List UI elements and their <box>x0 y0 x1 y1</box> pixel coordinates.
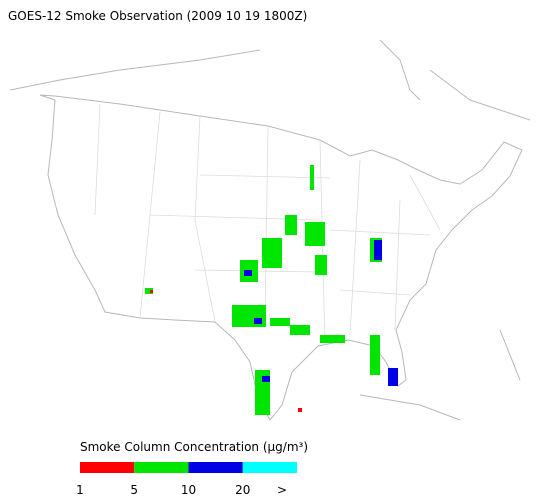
smoke-patch <box>150 290 153 293</box>
base-map <box>9 39 531 421</box>
legend: 1 5 10 20 > <box>76 462 297 497</box>
smoke-patch <box>262 376 270 382</box>
smoke-patch <box>388 368 398 386</box>
legend-swatch <box>80 462 135 473</box>
smoke-patch <box>305 222 325 246</box>
legend-swatch <box>134 462 189 473</box>
smoke-patch <box>290 325 310 335</box>
legend-swatch <box>242 462 297 473</box>
map-title: GOES-12 Smoke Observation (2009 10 19 18… <box>8 9 307 23</box>
legend-tick-label: 5 <box>130 483 138 497</box>
smoke-patch <box>145 288 153 294</box>
legend-tick-label: 10 <box>181 483 196 497</box>
smoke-patch <box>310 165 314 190</box>
smoke-patch <box>262 238 282 268</box>
smoke-patch <box>320 335 345 343</box>
smoke-patch <box>374 240 382 260</box>
smoke-patch <box>298 408 302 412</box>
smoke-patch <box>285 215 297 235</box>
smoke-pixels <box>145 165 398 415</box>
legend-tick-label: 1 <box>76 483 84 497</box>
smoke-patch <box>370 335 380 375</box>
legend-title: Smoke Column Concentration (μg/m³) <box>80 440 308 454</box>
legend-overflow-label: > <box>277 483 287 497</box>
legend-swatch <box>188 462 243 473</box>
smoke-patch <box>254 318 262 324</box>
legend-tick-label: 20 <box>235 483 250 497</box>
smoke-patch <box>315 255 327 275</box>
smoke-patch <box>244 270 252 276</box>
smoke-patch <box>270 318 290 326</box>
